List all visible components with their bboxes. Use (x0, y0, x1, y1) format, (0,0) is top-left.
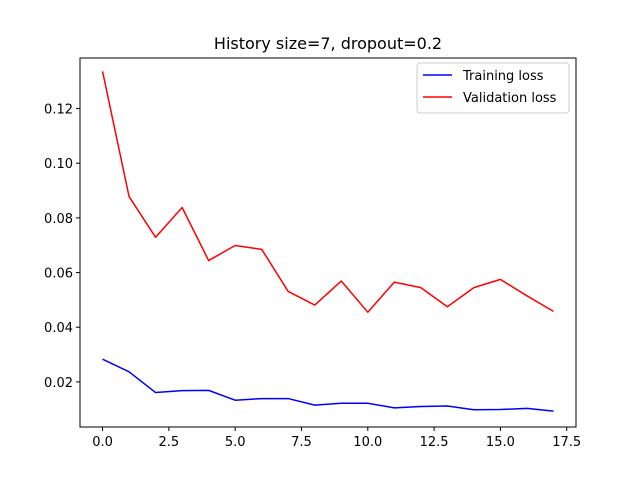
y-tick-label: 0.12 (44, 103, 73, 118)
x-tick-label: 17.5 (552, 435, 581, 450)
x-tick-label: 2.5 (159, 435, 180, 450)
x-axis: 0.0 2.5 5.0 7.5 10.0 12.5 15.0 17.5 (92, 427, 581, 450)
plot-frame (79, 57, 577, 428)
legend: Training loss Validation loss (416, 62, 570, 114)
legend-box (416, 62, 570, 114)
series-line-validation-loss (101, 71, 554, 313)
series-layer (101, 71, 554, 412)
y-tick-label: 0.02 (44, 376, 73, 391)
y-tick-label: 0.10 (44, 157, 73, 172)
x-tick-label: 15.0 (486, 435, 515, 450)
y-tick-label: 0.08 (44, 212, 73, 227)
x-tick-label: 7.5 (291, 435, 312, 450)
x-tick-label: 10.0 (353, 435, 382, 450)
y-tick-label: 0.04 (44, 321, 73, 336)
x-tick-label: 5.0 (225, 435, 246, 450)
x-tick-label: 12.5 (420, 435, 449, 450)
legend-label-validation: Validation loss (463, 91, 557, 106)
series-line-training-loss (102, 358, 554, 412)
y-axis: 0.02 0.04 0.06 0.08 0.10 0.12 (44, 103, 80, 391)
chart-title: History size=7, dropout=0.2 (214, 34, 442, 53)
x-tick-label: 0.0 (92, 435, 113, 450)
y-tick-label: 0.06 (44, 267, 73, 282)
legend-label-training: Training loss (462, 69, 544, 84)
